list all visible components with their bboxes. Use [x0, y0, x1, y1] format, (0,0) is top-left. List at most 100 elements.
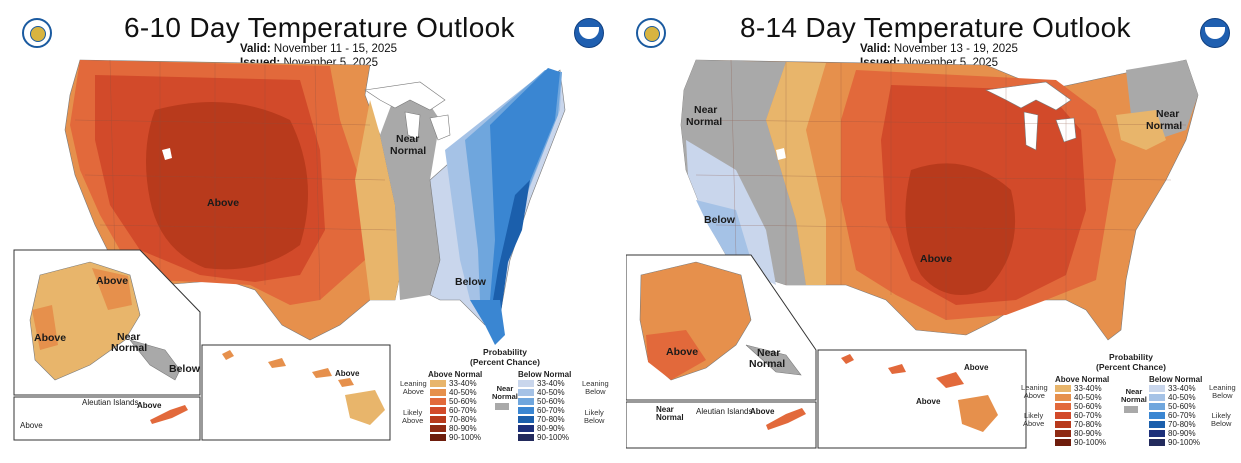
legend-above-row: 40-50% [430, 388, 477, 397]
legend-range-label: 50-60% [1168, 401, 1196, 411]
legend-swatch [518, 397, 534, 405]
label-below-main: Below [704, 214, 735, 226]
legend-below-row: 60-70% [1149, 410, 1196, 420]
legend-title-2: (Percent Chance) [470, 357, 540, 367]
legend-range-label: 33-40% [1168, 383, 1196, 393]
label-above-main: Above [207, 197, 240, 209]
legend-range-label: 90-100% [537, 432, 570, 442]
legend-range-label: 80-90% [537, 423, 565, 433]
legend-range-label: 90-100% [449, 432, 482, 442]
legend-swatch [430, 433, 446, 441]
legend-above-head: Above Normal [1055, 375, 1110, 384]
outlook-map [626, 59, 1199, 449]
legend-swatch [1149, 438, 1165, 446]
legend-below-row: 80-90% [1149, 428, 1196, 438]
legend-range-label: 90-100% [1168, 437, 1201, 447]
legend-swatch [518, 388, 534, 396]
legend-above-row: 90-100% [1055, 437, 1107, 447]
legend-range-label: 33-40% [537, 378, 565, 388]
legend-range-label: 70-80% [1074, 419, 1102, 429]
legend-swatch [1149, 411, 1165, 419]
legend-below-head: Below Normal [1149, 375, 1203, 384]
legend-swatch [1055, 429, 1071, 437]
label-ak-above-1: Above [96, 275, 129, 287]
legend-above-row: 80-90% [1055, 428, 1102, 438]
label-aleutian-near-2: Normal [656, 413, 684, 422]
label-aleutian-above: Above [750, 407, 775, 416]
label-near-ne-2: Normal [1146, 120, 1183, 132]
legend-near-swatch [495, 403, 509, 410]
legend-below-row: 40-50% [1149, 393, 1196, 402]
label-aleutian-above-1: Above [20, 421, 43, 430]
commerce-seal-icon [636, 18, 666, 48]
legend-above-row: 33-40% [430, 378, 477, 388]
legend-below-row: 90-100% [1149, 437, 1201, 447]
legend-range-label: 40-50% [1074, 392, 1102, 402]
label-ak-above-2: Above [34, 332, 67, 344]
legend: Probability (Percent Chance) Above Norma… [400, 347, 609, 442]
legend-swatch [430, 388, 446, 396]
label-hi-above-2: Above [916, 397, 941, 406]
label-ak-near-2: Normal [749, 358, 786, 370]
legend-range-label: 50-60% [1074, 401, 1102, 411]
legend-range-label: 60-70% [537, 405, 565, 415]
legend-swatch [430, 397, 446, 405]
label-near-normal-1: Near [396, 133, 420, 145]
legend-below-row: 70-80% [518, 415, 565, 424]
noaa-logo-icon [574, 18, 604, 48]
label-aleutian-above-2: Above [137, 401, 162, 410]
map-title: 8-14 Day Temperature Outlook [740, 12, 1131, 43]
label-ak-near-1: Near [117, 331, 141, 343]
legend-swatch [1055, 384, 1071, 392]
legend-swatch [518, 406, 534, 414]
legend-below-row: 33-40% [1149, 383, 1196, 393]
label-aleutian: Aleutian Islands [696, 407, 753, 416]
label-ak-above: Above [666, 346, 699, 358]
legend-title-1: Probability [1109, 352, 1153, 362]
legend-swatch [1149, 429, 1165, 437]
label-hi-above-1: Above [964, 363, 989, 372]
legend-above-row: 90-100% [430, 432, 482, 442]
legend-swatch [518, 379, 534, 387]
outlook-map [13, 59, 566, 441]
legend-above-row: 50-60% [430, 396, 477, 406]
legend-range-label: 33-40% [449, 378, 477, 388]
legend-above-row: 80-90% [430, 423, 477, 433]
legend-swatch [1149, 393, 1165, 401]
legend-below-row: 50-60% [1149, 401, 1196, 411]
legend-swatch [518, 433, 534, 441]
label-near-normal-2: Normal [390, 145, 427, 157]
legend-swatch [1149, 384, 1165, 392]
legend-range-label: 40-50% [537, 387, 565, 397]
legend: Probability (Percent Chance) Above Norma… [1021, 352, 1236, 447]
legend-above-row: 60-70% [1055, 411, 1102, 420]
legend-swatch [1055, 411, 1071, 419]
legend-range-label: 60-70% [1168, 410, 1196, 420]
legend-swatch [430, 424, 446, 432]
legend-above-row: 60-70% [430, 406, 477, 415]
map-title: 6-10 Day Temperature Outlook [124, 12, 515, 43]
legend-range-label: 50-60% [449, 396, 477, 406]
legend-swatch [518, 415, 534, 423]
legend-below-head: Below Normal [518, 370, 572, 379]
legend-range-label: 80-90% [1168, 428, 1196, 438]
legend-above-row: 33-40% [1055, 384, 1102, 393]
legend-range-label: 90-100% [1074, 437, 1107, 447]
legend-swatch [430, 406, 446, 414]
legend-range-label: 80-90% [1074, 428, 1102, 438]
label-ak-near-1: Near [757, 347, 781, 359]
legend-above-row: 50-60% [1055, 401, 1102, 411]
legend-above-row: 70-80% [430, 415, 477, 424]
legend-near-swatch [1124, 406, 1138, 413]
label-below-main: Below [455, 276, 486, 288]
legend-below-row: 60-70% [518, 405, 565, 415]
label-above-main: Above [920, 253, 953, 265]
label-aleutian: Aleutian Islands [82, 398, 139, 407]
legend-below-row: 50-60% [518, 397, 565, 406]
commerce-seal-icon [22, 18, 52, 48]
legend-below-row: 70-80% [1149, 420, 1196, 429]
legend-range-label: 80-90% [449, 423, 477, 433]
legend-swatch [518, 424, 534, 432]
label-ak-below: Below [169, 363, 200, 375]
label-near-ne-1: Near [1156, 108, 1180, 120]
